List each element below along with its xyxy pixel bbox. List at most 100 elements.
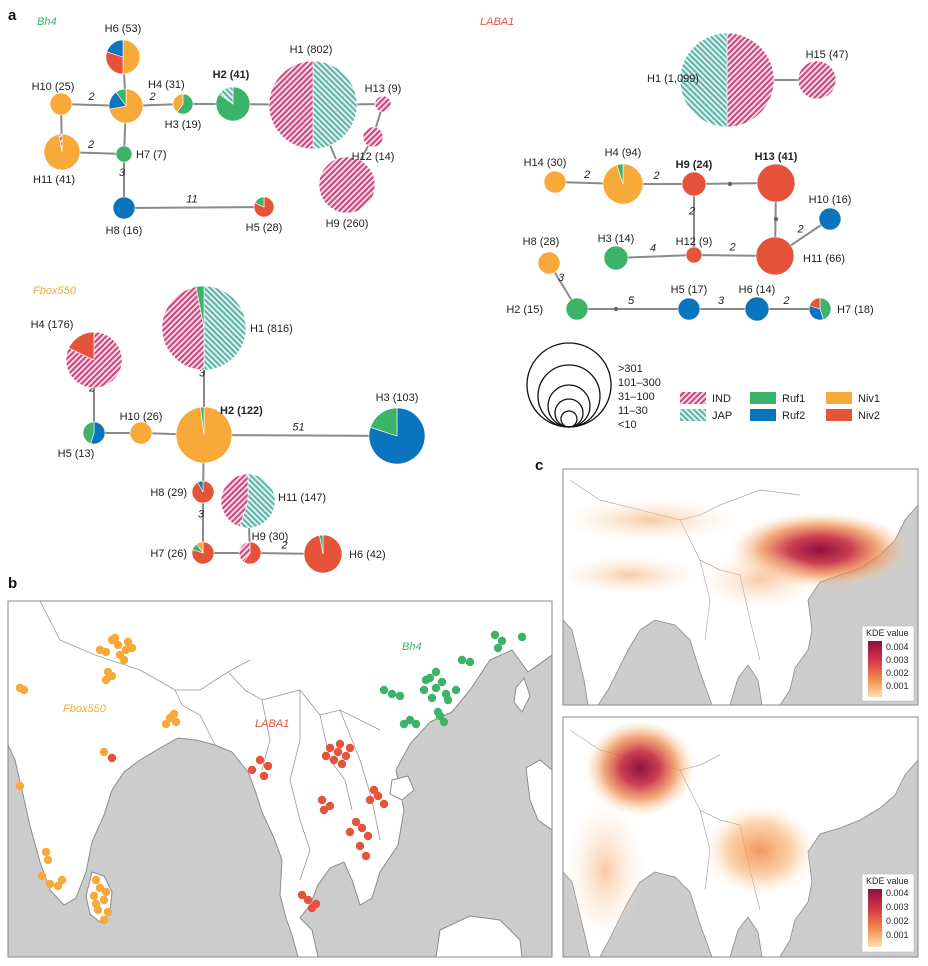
haplotype-node-h5: H5 (13) [58,421,106,460]
sample-point [259,771,269,781]
kde-hotspot-indochina [705,805,815,895]
pie-slice [82,421,95,444]
sample-point [490,630,500,640]
haplotype-node-h1: H1 (1,099) [647,32,775,128]
sample-point [110,633,120,643]
size-legend-circle [547,384,591,428]
haplotype-node-h10: H10 (26) [120,411,162,445]
sample-point [255,755,265,765]
mutation-step-label: 2 [87,139,94,151]
legend-label-niv2: Niv2 [858,410,880,422]
sample-point [303,895,313,905]
haplotype-node-h12: H12 (14) [352,126,394,163]
panel-label-a: a [8,7,17,24]
pie-slice [809,297,821,310]
sample-point [297,890,307,900]
sample-point [439,717,449,727]
haplotype-node-h4: H4 (94) [602,147,644,205]
pie-slice [239,473,276,529]
pie-slice [819,297,832,320]
sample-point [247,765,257,775]
pie-slice [543,170,567,194]
haplotype-label: H6 (42) [349,549,386,561]
legend-swatch-niv1 [826,392,852,404]
haplotype-label: H14 (30) [524,157,567,169]
size-legend-label: 11–30 [618,405,648,417]
network-title-laba1: LABA1 [480,16,514,28]
pie-slice [681,171,707,197]
sample-point [493,643,503,653]
kde-map-top [563,469,918,705]
network-edge [203,434,398,437]
haplotype-label: H6 (53) [105,23,142,35]
haplotype-node-h14: H14 (30) [524,157,567,194]
pie-slice [318,156,376,214]
haplotype-node-h10: H10 (16) [809,194,851,231]
haplotype-node-h10: H10 (25) [32,81,74,116]
pie-slice [818,207,842,231]
sample-point [15,781,25,791]
kde-colorbar-tick: 0.003 [886,655,909,665]
sample-point [319,805,329,815]
mutation-step-label: 3 [558,272,565,284]
haplotype-node-h3: H3 (14) [598,233,634,271]
pie-slice [744,296,770,322]
sample-point [379,799,389,809]
map-sample-points [15,630,527,925]
map-label-bh4: Bh4 [402,641,422,653]
haplotype-node-h2: H2 (122) [175,405,263,464]
sample-point [95,883,105,893]
haplotype-node-h6: H6 (14) [739,284,776,322]
sample-point [427,693,437,703]
size-legend-circle [560,410,578,428]
pie-slice [756,163,796,203]
mutation-step-label: 2 [88,383,95,395]
pie-slice [49,92,73,116]
pie-slice [112,196,136,220]
pie-slice [197,480,204,493]
haplotype-label: H3 (103) [376,392,419,404]
mutation-step-label: 11 [186,194,197,206]
pie-slice [115,88,127,107]
haplotype-node-h1: H1 (802) [268,44,358,150]
pie-slice [218,86,234,105]
kde-band-southeast-asia [700,550,820,610]
legend-swatch-ruf1 [750,392,776,404]
sample-point [465,657,475,667]
legend-label-niv1: Niv1 [858,393,880,405]
haplotype-label: H4 (176) [31,319,74,331]
haplotype-node-h2: H2 (41) [213,69,251,122]
kde-colorbar-title: KDE value [866,628,909,638]
pie-slice [362,126,384,148]
sample-point [517,632,527,642]
sample-point [361,851,371,861]
pie-slice [195,285,205,329]
haplotype-node-h8: H8 (29) [150,480,215,504]
haplotype-label: H8 (28) [523,236,560,248]
haplotype-node-h3: H3 (19) [165,93,201,131]
sample-point [99,747,109,757]
pie-slice [115,145,133,163]
legend-swatch-niv2 [826,409,852,421]
sample-point [337,759,347,769]
mutation-step-label: 2 [148,91,155,103]
legend-swatch-ruf2 [750,409,776,421]
haplotype-node-h5: H5 (28) [246,196,282,234]
kde-colorbar-tick: 0.001 [886,681,909,691]
mutation-step-label: 51 [292,422,304,434]
haplotype-label: H5 (17) [671,284,708,296]
haplotype-label: H5 (13) [58,448,95,460]
mutation-step-label: 2 [583,169,590,181]
sample-point [411,719,421,729]
sample-point [369,785,379,795]
pie-slice [220,473,249,528]
pie-slice [238,541,251,563]
kde-map-bottom-frame [562,716,919,958]
haplotype-label: H12 (9) [676,236,713,248]
haplotype-label: H6 (14) [739,284,776,296]
sample-point [395,691,405,701]
pie-slice [755,236,795,276]
pie-slice [58,133,63,153]
sample-point [101,675,111,685]
haplotype-node-h13: H13 (41) [755,151,798,203]
